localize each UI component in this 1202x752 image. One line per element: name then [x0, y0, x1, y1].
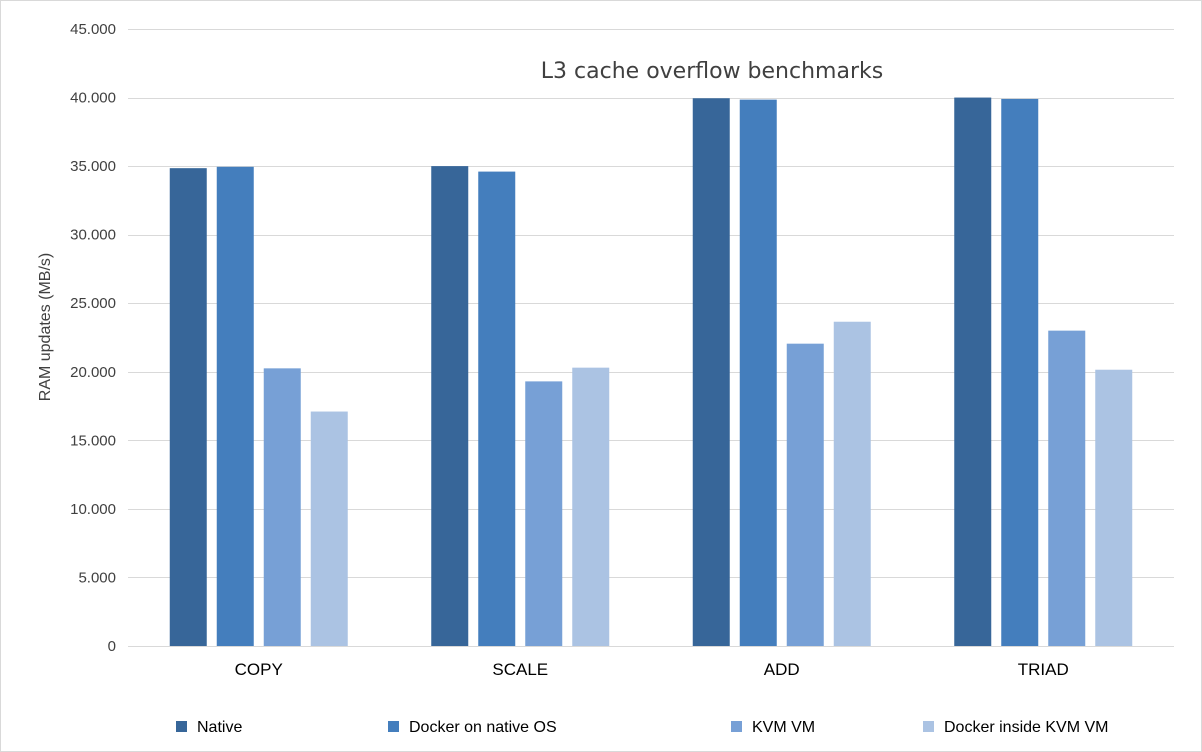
legend: Native Docker on native OS KVM VM Docker in… — [176, 719, 1109, 736]
bar — [954, 97, 992, 647]
x-tick-label: COPY — [235, 660, 283, 679]
chart-title: L3 cache overflow benchmarks — [541, 59, 883, 84]
legend-swatch — [176, 721, 187, 732]
y-axis-ticks: 0 5.000 10.000 15.000 20.000 25.000 30.000 35.0… — [70, 21, 116, 655]
bars — [169, 97, 1133, 647]
bar — [263, 368, 301, 646]
y-tick-label: 15.000 — [70, 432, 116, 449]
y-tick-label: 20.000 — [70, 364, 116, 381]
y-axis-label: RAM updates (MB/s) — [37, 253, 54, 401]
x-tick-label: TRIAD — [1018, 660, 1069, 679]
bar — [1048, 330, 1086, 646]
legend-swatch — [923, 721, 934, 732]
bar — [310, 411, 348, 646]
y-tick-label: 40.000 — [70, 90, 116, 107]
legend-label: KVM VM — [752, 719, 815, 736]
y-tick-label: 30.000 — [70, 227, 116, 244]
bar — [833, 321, 871, 646]
bar — [1001, 98, 1039, 647]
bar — [1095, 369, 1133, 646]
legend-label: Docker inside KVM VM — [944, 719, 1109, 736]
y-tick-label: 5.000 — [78, 569, 116, 586]
gridlines — [128, 29, 1174, 647]
bar — [739, 99, 777, 646]
x-tick-label: ADD — [764, 660, 800, 679]
x-tick-label: SCALE — [492, 660, 548, 679]
bar — [525, 381, 563, 646]
category-labels: COPY SCALE ADD TRIAD — [235, 660, 1069, 679]
legend-swatch — [731, 721, 742, 732]
bar — [478, 171, 516, 646]
bar — [692, 98, 730, 647]
y-tick-label: 45.000 — [70, 21, 116, 38]
legend-swatch — [388, 721, 399, 732]
bar — [216, 166, 254, 646]
y-tick-label: 0 — [108, 638, 116, 655]
bar — [431, 166, 469, 646]
y-tick-label: 10.000 — [70, 501, 116, 518]
y-tick-label: 25.000 — [70, 295, 116, 312]
bar — [169, 168, 207, 646]
legend-label: Docker on native OS — [409, 719, 557, 736]
bar — [572, 367, 610, 646]
bar — [786, 343, 824, 646]
legend-label: Native — [197, 719, 242, 736]
y-tick-label: 35.000 — [70, 158, 116, 175]
